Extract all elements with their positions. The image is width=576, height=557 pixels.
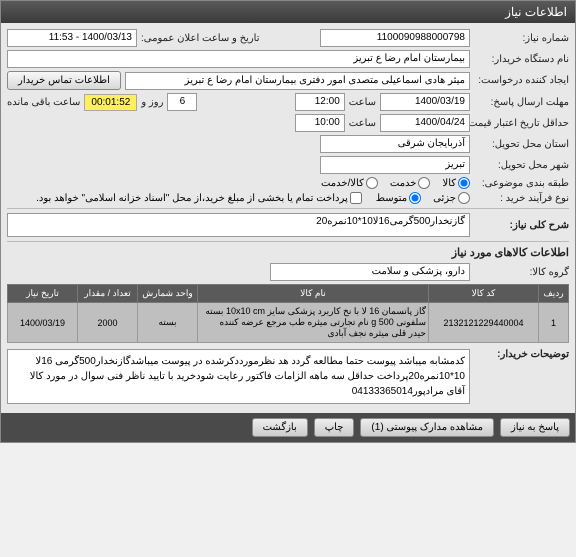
bt-radio-2[interactable] xyxy=(409,192,421,204)
category-label: طبقه بندی موضوعی: xyxy=(474,178,569,189)
creator-label: ایجاد کننده درخواست: xyxy=(474,75,569,86)
rooz-label: روز و xyxy=(141,97,163,108)
table-header-row: ردیف کد کالا نام کالا واحد شمارش تعداد /… xyxy=(8,285,569,303)
cell-code: 2132121229440004 xyxy=(429,303,539,343)
creator-value: میثر هادی اسماعیلی متصدی امور دفتری بیما… xyxy=(125,72,470,90)
days-remaining: 6 xyxy=(167,93,197,111)
city-label: شهر محل تحویل: xyxy=(474,160,569,171)
group-label: گروه کالا: xyxy=(474,267,569,278)
cat-radio-kala[interactable] xyxy=(458,177,470,189)
category-radio-group: کالا خدمت کالا/خدمت xyxy=(321,177,470,189)
countdown-timer: 00:01:52 xyxy=(84,94,137,111)
credit-date: 1400/04/24 xyxy=(380,114,470,132)
niaz-desc-label: شرح کلی نیاز: xyxy=(474,220,569,231)
pay-note-text: پرداخت تمام یا بخشی از مبلغ خرید،از محل … xyxy=(36,193,348,204)
cat-opt3-label: کالا/خدمت xyxy=(321,178,364,189)
th-code: کد کالا xyxy=(429,285,539,303)
province-label: استان محل تحویل: xyxy=(474,139,569,150)
buyer-org-value: بیمارستان امام رضا ع تبریز xyxy=(7,50,470,68)
deadline-date: 1400/03/19 xyxy=(380,93,470,111)
buyer-org-label: نام دستگاه خریدار: xyxy=(474,54,569,65)
cat-radio-both[interactable] xyxy=(366,177,378,189)
th-unit: واحد شمارش xyxy=(138,285,198,303)
items-section-title: اطلاعات کالاهای مورد نیاز xyxy=(7,246,569,259)
group-value: دارو، پزشکی و سلامت xyxy=(270,263,470,281)
cell-unit: بسته xyxy=(138,303,198,343)
buytype-label: نوع فرآیند خرید : xyxy=(474,193,569,204)
niaz-no-value: 1100090988000798 xyxy=(320,29,470,47)
city-value: تبریز xyxy=(320,156,470,174)
buytype-radio-group: جزئی متوسط xyxy=(376,192,470,204)
items-table: ردیف کد کالا نام کالا واحد شمارش تعداد /… xyxy=(7,284,569,343)
cell-name: گاز پانسمان 16 لا با نخ کاربرد پزشکی سای… xyxy=(198,303,429,343)
niaz-no-label: شماره نیاز: xyxy=(474,33,569,44)
pub-datetime-value: 1400/03/13 - 11:53 xyxy=(7,29,137,47)
cat-opt-khedmat[interactable]: خدمت xyxy=(390,177,431,189)
back-button[interactable]: بازگشت xyxy=(252,418,308,437)
saat2-label: ساعت xyxy=(349,118,376,129)
print-button[interactable]: چاپ xyxy=(314,418,355,437)
buyer-notes-label: توضیحات خریدار: xyxy=(474,349,569,360)
bt-opt1-label: جزئی xyxy=(433,193,456,204)
bt-radio-1[interactable] xyxy=(458,192,470,204)
deadline-label: مهلت ارسال پاسخ: xyxy=(474,97,569,108)
th-name: نام کالا xyxy=(198,285,429,303)
cat-opt-kala[interactable]: کالا xyxy=(442,177,470,189)
footer-bar: پاسخ به نیاز مشاهده مدارک پیوستی (1) چاپ… xyxy=(1,413,575,442)
cat-opt2-label: خدمت xyxy=(390,178,417,189)
bt-opt2[interactable]: متوسط xyxy=(376,192,421,204)
niaz-desc-value: گازنخدار500گرمی16لا10*10نمره20 xyxy=(7,213,470,237)
remain-label: ساعت باقی مانده xyxy=(7,97,80,108)
attachments-button[interactable]: مشاهده مدارک پیوستی (1) xyxy=(360,418,494,437)
credit-date-label: حداقل تاریخ اعتبار قیمت: تا تاریخ: xyxy=(474,118,569,129)
cell-qty: 2000 xyxy=(78,303,138,343)
pay-note-check[interactable]: پرداخت تمام یا بخشی از مبلغ خرید،از محل … xyxy=(36,192,362,204)
credit-time: 10:00 xyxy=(295,114,345,132)
respond-button[interactable]: پاسخ به نیاز xyxy=(500,418,570,437)
province-value: آذربایجان شرقی xyxy=(320,135,470,153)
cat-opt-both[interactable]: کالا/خدمت xyxy=(321,177,378,189)
saat1-label: ساعت xyxy=(349,97,376,108)
th-row: ردیف xyxy=(539,285,569,303)
bt-opt2-label: متوسط xyxy=(376,193,407,204)
cell-date: 1400/03/19 xyxy=(8,303,78,343)
th-qty: تعداد / مقدار xyxy=(78,285,138,303)
cat-radio-khedmat[interactable] xyxy=(418,177,430,189)
contact-buyer-button[interactable]: اطلاعات تماس خریدار xyxy=(7,71,121,90)
cat-opt1-label: کالا xyxy=(442,178,456,189)
deadline-time: 12:00 xyxy=(295,93,345,111)
th-date: تاریخ نیاز xyxy=(8,285,78,303)
bt-opt1[interactable]: جزئی xyxy=(433,192,470,204)
cell-row: 1 xyxy=(539,303,569,343)
buyer-notes-text: کدمشابه میباشد پیوست حتما مطالعه گردد هد… xyxy=(7,349,470,404)
window-title: اطلاعات نیاز xyxy=(505,5,567,19)
window-titlebar: اطلاعات نیاز xyxy=(1,1,575,23)
table-row: 1 2132121229440004 گاز پانسمان 16 لا با … xyxy=(8,303,569,343)
pay-note-checkbox[interactable] xyxy=(350,192,362,204)
pub-datetime-label: تاریخ و ساعت اعلان عمومی: xyxy=(141,33,260,44)
